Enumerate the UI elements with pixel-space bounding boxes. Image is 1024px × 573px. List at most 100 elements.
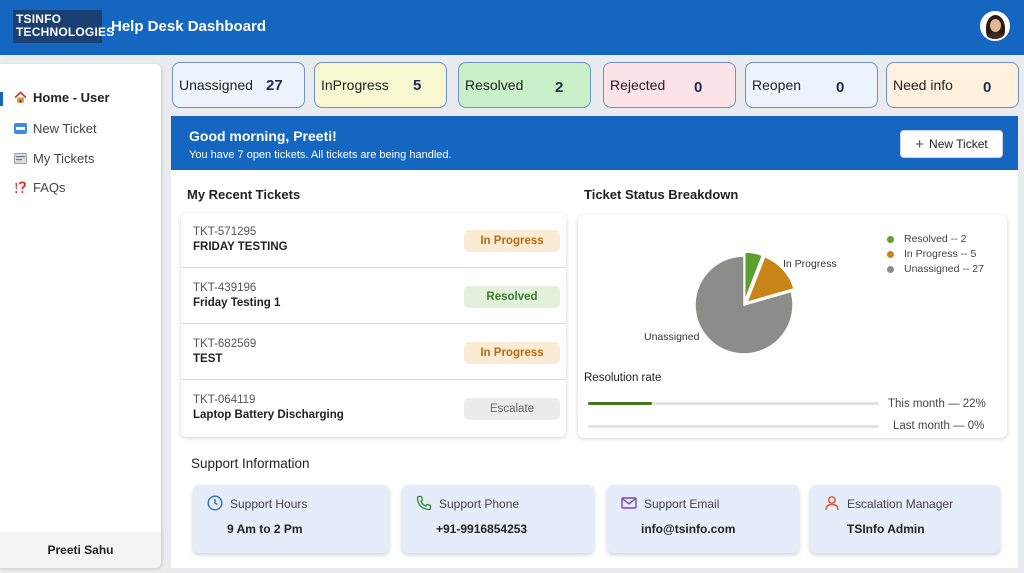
status-breakdown-card: In Progress Unassigned Resolved -- 2 In … bbox=[578, 215, 1007, 438]
support-card-value[interactable]: info@tsinfo.com bbox=[641, 522, 736, 536]
sidebar-item-label: New Ticket bbox=[33, 121, 97, 136]
support-card-value: TSInfo Admin bbox=[847, 522, 925, 536]
support-card-label: Escalation Manager bbox=[847, 497, 954, 511]
sidebar-item-my-tickets[interactable]: My Tickets bbox=[13, 151, 94, 166]
sidebar: Home - User New Ticket My Tickets FAQs P… bbox=[0, 64, 161, 568]
sidebar-user-name: Preeti Sahu bbox=[0, 532, 161, 568]
stat-label: Rejected bbox=[610, 77, 666, 93]
ticket-id: TKT-439196 bbox=[193, 282, 257, 294]
pie-slice-resolved[interactable] bbox=[743, 251, 764, 302]
stat-value: 0 bbox=[983, 79, 992, 96]
stat-value: 27 bbox=[266, 77, 283, 94]
escalation-manager-card: Escalation Manager TSInfo Admin bbox=[810, 485, 1000, 553]
logo-line2: TECHNOLOGIES bbox=[16, 25, 115, 39]
sidebar-item-new-ticket[interactable]: New Ticket bbox=[13, 121, 97, 136]
stat-card-inprogress[interactable]: InProgress 5 bbox=[314, 62, 447, 108]
recent-tickets-list: TKT-571295 FRIDAY TESTING In Progress TK… bbox=[181, 213, 566, 437]
stat-card-need-info[interactable]: Need info 0 bbox=[886, 62, 1019, 108]
question-icon bbox=[13, 181, 27, 195]
status-pie-chart bbox=[694, 251, 796, 355]
legend-unassigned: Unassigned -- 27 bbox=[887, 263, 984, 275]
support-card-value: 9 Am to 2 Pm bbox=[227, 522, 303, 536]
active-indicator bbox=[0, 92, 3, 106]
ticket-title: Laptop Battery Discharging bbox=[193, 409, 344, 421]
stat-label: Need info bbox=[893, 77, 953, 93]
welcome-banner: Good morning, Preeti! You have 7 open ti… bbox=[171, 116, 1018, 170]
stat-value: 5 bbox=[413, 77, 422, 94]
recent-tickets-title: My Recent Tickets bbox=[187, 187, 301, 202]
legend-inprogress: In Progress -- 5 bbox=[887, 248, 976, 260]
sidebar-item-label: My Tickets bbox=[33, 151, 95, 166]
support-card-label: Support Email bbox=[644, 497, 720, 511]
support-card-label: Support Hours bbox=[230, 497, 308, 511]
support-phone-card: Support Phone +91-9916854253 bbox=[402, 485, 594, 553]
sidebar-item-label: Home - User bbox=[33, 90, 110, 105]
support-info-title: Support Information bbox=[191, 456, 310, 471]
new-ticket-button[interactable]: + New Ticket bbox=[900, 130, 1003, 158]
pie-slice-inprogress[interactable] bbox=[745, 255, 796, 304]
this-month-progress-fill bbox=[588, 402, 653, 405]
stat-value: 0 bbox=[694, 79, 703, 96]
legend-dot bbox=[887, 250, 894, 258]
legend-dot bbox=[887, 235, 894, 243]
ticket-row[interactable]: TKT-571295 FRIDAY TESTING In Progress bbox=[181, 213, 566, 268]
ticket-title: FRIDAY TESTING bbox=[193, 241, 288, 253]
support-card-value[interactable]: +91-9916854253 bbox=[436, 522, 528, 536]
home-icon bbox=[13, 91, 27, 105]
ticket-row[interactable]: TKT-064119 Laptop Battery Discharging Es… bbox=[181, 381, 566, 436]
resolution-rate-title: Resolution rate bbox=[584, 372, 662, 384]
stat-card-reopen[interactable]: Reopen 0 bbox=[745, 62, 878, 108]
stat-card-resolved[interactable]: Resolved 2 bbox=[458, 62, 591, 108]
new-badge-icon bbox=[13, 122, 27, 136]
stat-label: Unassigned bbox=[179, 77, 253, 93]
avatar-body bbox=[987, 32, 1004, 39]
legend-label: Unassigned -- 27 bbox=[904, 263, 984, 275]
this-month-label: This month — 22% bbox=[888, 398, 986, 410]
ticket-id: TKT-064119 bbox=[193, 394, 256, 406]
status-badge: In Progress bbox=[464, 342, 560, 364]
support-card-label: Support Phone bbox=[439, 497, 520, 511]
legend-dot bbox=[887, 265, 894, 273]
greeting-subtitle: You have 7 open tickets. All tickets are… bbox=[189, 149, 452, 161]
ticket-row[interactable]: TKT-682569 TEST In Progress bbox=[181, 325, 566, 380]
greeting-text: Good morning, Preeti! bbox=[189, 128, 337, 144]
legend-label: In Progress -- 5 bbox=[904, 248, 977, 260]
pie-slice-unassigned[interactable] bbox=[694, 255, 794, 355]
support-hours-card: Support Hours 9 Am to 2 Pm bbox=[193, 485, 389, 553]
legend-label: Resolved -- 2 bbox=[904, 233, 967, 245]
stat-value: 0 bbox=[836, 79, 845, 96]
plus-icon: + bbox=[915, 135, 925, 153]
stat-card-unassigned[interactable]: Unassigned 27 bbox=[172, 62, 305, 108]
sidebar-item-home[interactable]: Home - User bbox=[13, 90, 110, 105]
main-panel: Good morning, Preeti! You have 7 open ti… bbox=[171, 116, 1018, 568]
status-badge: Escalate bbox=[464, 398, 560, 420]
avatar-face bbox=[990, 19, 1001, 32]
last-month-progress-bar bbox=[588, 425, 879, 428]
pie-label-inprogress: In Progress bbox=[783, 258, 837, 270]
stat-label: InProgress bbox=[321, 77, 389, 93]
status-badge: In Progress bbox=[464, 230, 560, 252]
this-month-progress-bar bbox=[588, 402, 879, 405]
sidebar-item-faqs[interactable]: FAQs bbox=[13, 180, 66, 195]
support-email-card: Support Email info@tsinfo.com bbox=[607, 485, 799, 553]
clock-icon bbox=[207, 495, 223, 511]
pie-label-unassigned: Unassigned bbox=[644, 331, 700, 343]
stat-label: Resolved bbox=[465, 77, 524, 93]
stat-label: Reopen bbox=[752, 77, 802, 93]
company-logo[interactable]: TSINFO TECHNOLOGIES bbox=[13, 10, 115, 43]
new-ticket-button-label: New Ticket bbox=[929, 137, 988, 151]
person-icon bbox=[824, 495, 840, 511]
ticket-row[interactable]: TKT-439196 Friday Testing 1 Resolved bbox=[181, 269, 566, 324]
sidebar-item-label: FAQs bbox=[33, 180, 66, 195]
phone-icon bbox=[416, 495, 432, 511]
ticket-title: Friday Testing 1 bbox=[193, 297, 281, 309]
ticket-id: TKT-571295 bbox=[193, 226, 257, 238]
top-bar: TSINFO TECHNOLOGIES Help Desk Dashboard bbox=[0, 0, 1024, 55]
user-avatar[interactable] bbox=[980, 11, 1010, 41]
mail-icon bbox=[621, 495, 637, 511]
stat-card-rejected[interactable]: Rejected 0 bbox=[603, 62, 736, 108]
last-month-label: Last month — 0% bbox=[893, 420, 985, 432]
logo-line1: TSINFO bbox=[16, 12, 62, 26]
ticket-title: TEST bbox=[193, 353, 223, 365]
app-title: Help Desk Dashboard bbox=[111, 18, 267, 35]
